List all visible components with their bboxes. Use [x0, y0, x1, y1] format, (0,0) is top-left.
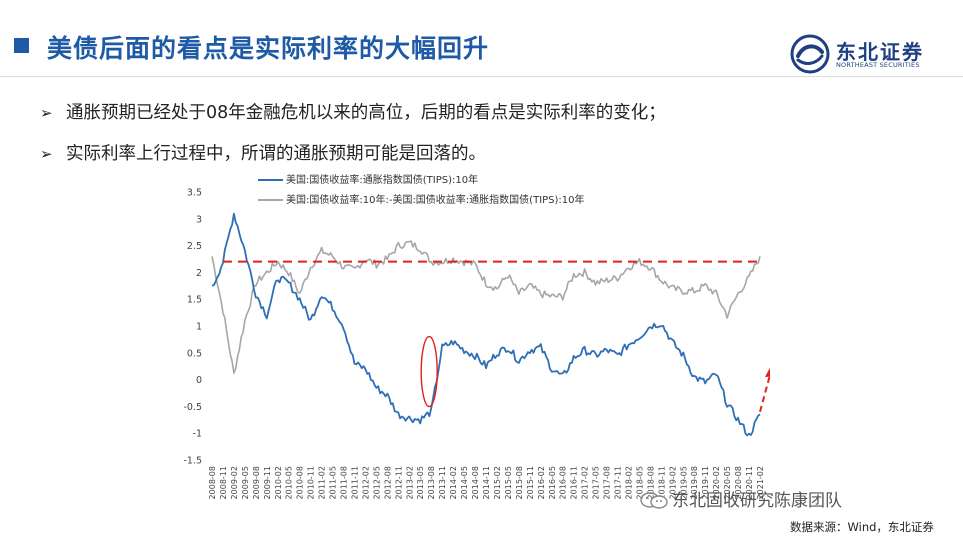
x-tick-label: 2010-08 [296, 466, 305, 499]
x-tick-label: 2010-11 [307, 466, 316, 499]
y-tick-label: 1 [196, 322, 202, 333]
x-tick-label: 2013-02 [405, 466, 414, 499]
slide-title: 美债后面的看点是实际利率的大幅回升 [47, 34, 490, 63]
bullet-1: ➢ 通胀预期已经处于08年金融危机以来的高位，后期的看点是实际利率的变化； [40, 99, 666, 124]
title-square-icon [14, 38, 29, 53]
upward-arrow-head [765, 367, 770, 377]
header-divider [0, 76, 963, 77]
y-tick-label: 3 [196, 214, 202, 225]
x-tick-label: 2020-02 [712, 466, 721, 499]
x-tick-label: 2011-02 [318, 466, 327, 499]
highlight-ellipse [420, 335, 438, 408]
wechat-watermark: 东北固收研究陈康团队 [640, 486, 842, 511]
bullet-arrow-icon: ➢ [40, 104, 53, 122]
legend-label: 美国:国债收益率:10年:-美国:国债收益率:通胀指数国债(TIPS):10年 [286, 193, 585, 206]
series-breakeven-line [211, 240, 761, 374]
x-tick-label: 2014-05 [460, 466, 469, 499]
upward-arrow-line [759, 374, 770, 413]
x-tick-label: 2012-05 [372, 466, 381, 499]
y-tick-label: 2 [196, 268, 202, 279]
x-tick-label: 2013-11 [438, 466, 447, 499]
title-bar: 美债后面的看点是实际利率的大幅回升 [14, 26, 754, 68]
x-tick-label: 2013-08 [427, 466, 436, 499]
y-tick-label: 0.5 [187, 348, 202, 359]
legend-label: 美国:国债收益率:通胀指数国债(TIPS):10年 [286, 173, 478, 186]
x-tick-label: 2018-05 [635, 466, 644, 499]
x-tick-label: 2015-05 [504, 466, 513, 499]
x-tick-label: 2008-11 [219, 466, 228, 499]
x-tick-label: 2019-05 [679, 466, 688, 499]
watermark-text: 东北固收研究陈康团队 [672, 491, 842, 511]
x-tick-label: 2016-11 [570, 466, 579, 499]
x-tick-label: 2021-02 [756, 466, 765, 499]
x-tick-label: 2012-02 [361, 466, 370, 499]
logo-text-cn: 东北证券 [836, 40, 924, 64]
company-logo: 东北证券 NORTHEAST SECURITIES [790, 34, 950, 74]
logo-text-en: NORTHEAST SECURITIES [836, 61, 920, 69]
x-tick-label: 2014-08 [471, 466, 480, 499]
wechat-icon [640, 492, 668, 509]
y-tick-label: 3.5 [187, 188, 202, 199]
y-tick-label: 1.5 [187, 295, 202, 306]
x-tick-label: 2012-11 [394, 466, 403, 499]
x-tick-label: 2015-02 [493, 466, 502, 499]
x-tick-label: 2010-05 [285, 466, 294, 499]
bullet-2-text: 实际利率上行过程中，所谓的通胀预期可能是回落的。 [66, 144, 486, 164]
bullet-1-text: 通胀预期已经处于08年金融危机以来的高位，后期的看点是实际利率的变化； [66, 103, 666, 123]
x-tick-label: 2009-11 [263, 466, 272, 499]
x-tick-label: 2013-05 [416, 466, 425, 499]
x-tick-label: 2017-08 [603, 466, 612, 499]
x-tick-label: 2017-02 [581, 466, 590, 499]
x-tick-label: 2020-08 [734, 466, 743, 499]
y-tick-label: 0 [196, 375, 202, 386]
x-tick-label: 2015-08 [515, 466, 524, 499]
x-tick-label: 2016-08 [559, 466, 568, 499]
x-tick-label: 2014-02 [449, 466, 458, 499]
x-tick-label: 2016-02 [537, 466, 546, 499]
x-tick-label: 2020-11 [745, 466, 754, 499]
x-tick-label: 2017-05 [592, 466, 601, 499]
x-tick-label: 2011-08 [340, 466, 349, 499]
y-tick-label: 2.5 [187, 241, 202, 252]
x-tick-label: 2011-05 [329, 466, 338, 499]
x-tick-label: 2019-02 [668, 466, 677, 499]
x-tick-label: 2012-08 [383, 466, 392, 499]
x-tick-label: 2018-11 [657, 466, 666, 499]
bullet-arrow-icon: ➢ [40, 145, 53, 163]
x-tick-label: 2016-05 [548, 466, 557, 499]
x-tick-label: 2010-02 [274, 466, 283, 499]
x-tick-label: 2020-05 [723, 466, 732, 499]
x-tick-label: 2011-11 [350, 466, 359, 499]
y-tick-label: -0.5 [183, 402, 202, 413]
y-tick-label: -1.5 [183, 456, 202, 467]
y-tick-label: -1 [193, 429, 202, 440]
x-tick-label: 2009-05 [241, 466, 250, 499]
logo-swirl-icon [790, 34, 830, 74]
x-tick-label: 2018-02 [624, 466, 633, 499]
x-tick-label: 2017-11 [614, 466, 623, 499]
x-tick-label: 2015-11 [526, 466, 535, 499]
x-tick-label: 2008-08 [208, 466, 217, 499]
x-tick-label: 2018-08 [646, 466, 655, 499]
series-tips-line [211, 212, 761, 437]
x-tick-label: 2009-02 [230, 466, 239, 499]
x-tick-label: 2009-08 [252, 466, 261, 499]
bullet-2: ➢ 实际利率上行过程中，所谓的通胀预期可能是回落的。 [40, 140, 486, 165]
x-tick-label: 2019-11 [701, 466, 710, 499]
x-tick-label: 2019-08 [690, 466, 699, 499]
data-source: 数据来源：Wind，东北证券 [790, 520, 934, 534]
x-tick-label: 2014-11 [482, 466, 491, 499]
line-chart: 3.5 3 2.5 2 1.5 1 0.5 0 -0.5 -1 -1.5 2008-08 2008-11… [183, 173, 770, 499]
